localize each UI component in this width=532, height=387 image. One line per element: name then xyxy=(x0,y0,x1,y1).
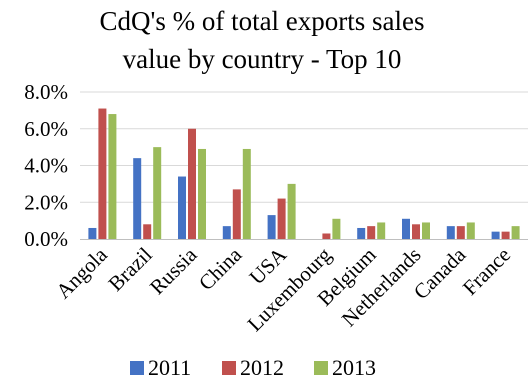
y-tick-label: 2.0% xyxy=(24,190,68,214)
y-axis-tick-labels: 0.0% 2.0% 4.0% 6.0% 8.0% xyxy=(24,80,68,251)
legend-swatch-2012 xyxy=(222,361,236,375)
legend: 2011 2012 2013 xyxy=(130,355,376,380)
bar-2011-usa xyxy=(267,215,276,239)
bar-2012-luxembourg xyxy=(322,233,331,239)
bar-2011-brazil xyxy=(133,158,142,239)
bar-2012-belgium xyxy=(367,226,376,239)
bar-2012-canada xyxy=(456,226,465,239)
bar-2013-belgium xyxy=(377,222,386,239)
bar-2013-china xyxy=(242,148,251,239)
bar-2013-russia xyxy=(198,148,206,239)
bar-2012-china xyxy=(232,189,241,239)
bar-2011-angola xyxy=(88,227,97,239)
x-category-label: Brazil xyxy=(103,242,156,295)
legend-label-2013: 2013 xyxy=(332,355,376,380)
legend-label-2011: 2011 xyxy=(148,355,191,380)
chart-title-line-1: CdQ's % of total exports sales xyxy=(99,6,424,36)
bar-2013-france xyxy=(511,226,520,239)
bar-2013-usa xyxy=(287,183,296,240)
y-tick-label: 4.0% xyxy=(24,154,68,178)
gridlines xyxy=(80,91,528,203)
bar-2013-luxembourg xyxy=(332,218,341,239)
x-category-label: Canada xyxy=(409,242,471,304)
bar-2012-usa xyxy=(277,198,286,239)
bar-2011-netherlands xyxy=(402,218,410,239)
bar-2013-angola xyxy=(108,114,117,239)
x-axis-category-labels: AngolaBrazilRussiaChinaUSALuxembourgBelg… xyxy=(51,242,515,336)
x-category-label: Angola xyxy=(51,242,112,303)
bar-2012-angola xyxy=(98,108,107,239)
bar-2013-netherlands xyxy=(422,222,430,239)
x-category-label: France xyxy=(458,243,515,300)
chart-title-line-2: value by country - Top 10 xyxy=(123,44,402,74)
y-tick-label: 6.0% xyxy=(24,117,68,141)
y-tick-label: 8.0% xyxy=(24,80,68,104)
bar-2013-brazil xyxy=(153,147,162,240)
x-category-label: China xyxy=(194,242,247,295)
bar-2012-brazil xyxy=(143,224,152,239)
x-category-label: Russia xyxy=(145,242,202,299)
bar-2011-belgium xyxy=(357,227,366,239)
bar-2012-france xyxy=(501,231,510,239)
bar-2011-china xyxy=(222,226,231,239)
bar-2011-france xyxy=(491,231,500,239)
bar-2011-canada xyxy=(446,226,455,239)
legend-label-2012: 2012 xyxy=(240,355,284,380)
bar-2012-netherlands xyxy=(412,224,420,239)
y-tick-label: 0.0% xyxy=(24,227,68,251)
legend-swatch-2013 xyxy=(314,361,328,375)
bar-2011-russia xyxy=(178,176,186,239)
bars xyxy=(88,108,520,240)
chart-title: CdQ's % of total exports sales value by … xyxy=(99,6,424,74)
bar-2013-canada xyxy=(466,222,475,239)
bar-2012-russia xyxy=(188,128,196,239)
legend-swatch-2011 xyxy=(130,361,144,375)
